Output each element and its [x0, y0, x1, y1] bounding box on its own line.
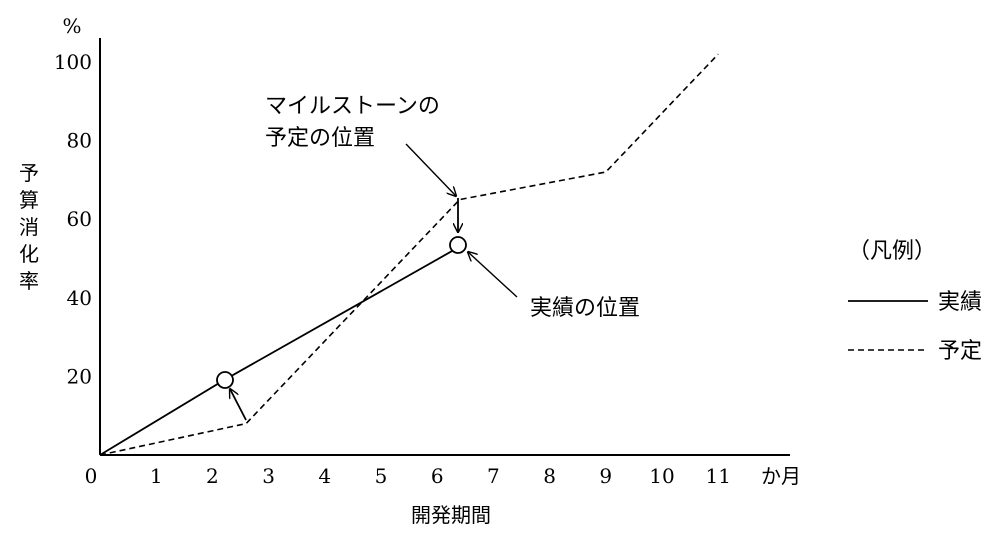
milestone-callout-arrow: [405, 143, 456, 196]
legend-actual-label: 実績: [938, 290, 982, 315]
x-tick-label: 9: [599, 464, 612, 488]
y-tick-label: 100: [54, 50, 92, 74]
x-tick-label: 6: [431, 464, 444, 488]
x-tick-label: 8: [543, 464, 556, 488]
y-tick-label: 80: [67, 129, 92, 153]
actual-callout-arrow: [468, 252, 518, 298]
milestone-label-line2: 予定の位置: [265, 126, 375, 151]
x-tick-label: 1: [150, 464, 163, 488]
legend-plan-label: 予定: [938, 339, 982, 364]
series-actual-line: [99, 245, 461, 456]
y-tick-labels: 20 40 60 80 100: [54, 50, 92, 388]
actual-point-marker-2: [449, 236, 467, 254]
x-tick-labels: 0 1 2 3 4 5 6 7 8 9 10 11: [85, 464, 731, 488]
y-unit: %: [62, 14, 81, 38]
legend-title: （凡例）: [848, 239, 936, 264]
x-tick-label: 10: [649, 464, 674, 488]
actual-point-marker-1: [216, 371, 234, 389]
actual-position-label: 実績の位置: [530, 296, 640, 321]
x-tick-label: 7: [487, 464, 500, 488]
x-tick-label: 11: [705, 464, 730, 488]
x-tick-label: 2: [206, 464, 219, 488]
y-axis-title: 予算消化率: [19, 161, 39, 293]
y-tick-label: 40: [67, 286, 92, 310]
milestone-label-line1: マイルストーンの: [265, 94, 440, 119]
early-point-arrow: [230, 389, 247, 421]
series-plan-line: [99, 53, 719, 456]
x-unit: か月: [761, 464, 801, 488]
legend: （凡例） 実績 予定: [848, 239, 982, 364]
x-tick-label: 5: [375, 464, 388, 488]
x-axis-title: 開発期間: [411, 503, 491, 527]
x-tick-label: 3: [262, 464, 275, 488]
x-tick-label: 4: [318, 464, 331, 488]
y-tick-label: 60: [67, 207, 92, 231]
x-tick-label: 0: [85, 464, 98, 488]
y-tick-label: 20: [67, 364, 92, 388]
